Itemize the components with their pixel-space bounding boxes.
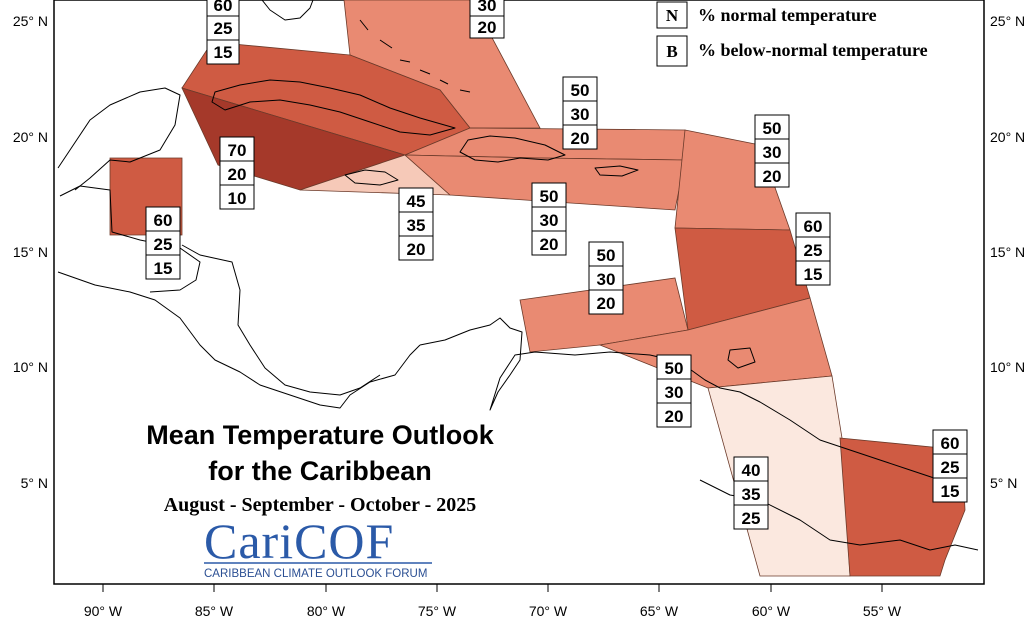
svg-text:25: 25 — [941, 458, 960, 477]
y-tick: 25° N — [990, 13, 1025, 29]
y-tick: 10° N — [990, 359, 1025, 375]
prob-box-jamaica: 45 35 20 — [398, 187, 434, 261]
svg-text:60: 60 — [941, 434, 960, 453]
prob-box-cuba: 70 20 10 — [219, 136, 255, 210]
x-tick: 90° W — [84, 603, 123, 619]
svg-text:20: 20 — [597, 294, 616, 313]
y-tick: 10° N — [13, 359, 48, 375]
svg-text:70: 70 — [228, 141, 247, 160]
x-tick: 70° W — [529, 603, 568, 619]
x-tick: 85° W — [195, 603, 234, 619]
y-tick: 15° N — [990, 244, 1025, 260]
svg-text:10: 10 — [228, 189, 247, 208]
prob-box-hispaniola: 50 30 20 — [562, 76, 598, 150]
x-tick: 60° W — [752, 603, 791, 619]
svg-text:35: 35 — [742, 485, 761, 504]
prob-box-suriname-guiana: 60 25 15 — [932, 429, 968, 503]
y-tick: 25° N — [13, 13, 48, 29]
prob-box-puerto-rico: 50 30 20 — [531, 182, 567, 256]
map-title-line2: for the Caribbean — [208, 456, 432, 486]
logo-wordmark: CariCOF — [204, 513, 394, 569]
svg-text:50: 50 — [597, 246, 616, 265]
logo-tagline: CARIBBEAN CLIMATE OUTLOOK FORUM — [204, 568, 427, 580]
legend-key: N — [666, 6, 679, 25]
legend: N % normal temperature B % below-normal … — [656, 1, 928, 67]
x-tick: 65° W — [640, 603, 679, 619]
legend-label: % normal temperature — [698, 5, 877, 25]
legend-key: B — [666, 42, 677, 61]
y-axis-right: 25° N 20° N 15° N 10° N 5° N — [990, 13, 1025, 491]
svg-text:15: 15 — [154, 259, 173, 278]
caricof-logo: CariCOF CARIBBEAN CLIMATE OUTLOOK FORUM — [204, 513, 432, 580]
svg-text:20: 20 — [665, 407, 684, 426]
y-tick: 20° N — [990, 129, 1025, 145]
svg-text:20: 20 — [228, 165, 247, 184]
svg-text:15: 15 — [941, 482, 960, 501]
svg-text:40: 40 — [742, 461, 761, 480]
coast-central-america-caribbean — [181, 244, 381, 396]
svg-text:20: 20 — [478, 18, 497, 37]
svg-text:30: 30 — [597, 270, 616, 289]
svg-text:60: 60 — [214, 0, 233, 15]
map-subtitle: August - September - October - 2025 — [164, 494, 477, 516]
coast-south-america-north — [419, 317, 963, 493]
svg-text:30: 30 — [478, 0, 497, 15]
x-tick: 55° W — [863, 603, 902, 619]
x-axis: 90° W 85° W 80° W 75° W 70° W 65° W 60° … — [84, 584, 902, 619]
svg-text:25: 25 — [154, 235, 173, 254]
coast-hispaniola — [459, 135, 566, 163]
coast-central-america-pacific — [57, 271, 421, 409]
svg-text:20: 20 — [540, 235, 559, 254]
svg-text:50: 50 — [763, 119, 782, 138]
svg-text:35: 35 — [407, 216, 426, 235]
prob-box-leeward-islands: 50 30 20 — [754, 114, 790, 188]
prob-box-bahamas-se: 30 20 — [469, 0, 505, 39]
y-tick: 20° N — [13, 129, 48, 145]
svg-text:25: 25 — [804, 241, 823, 260]
svg-text:15: 15 — [804, 265, 823, 284]
svg-text:50: 50 — [540, 187, 559, 206]
svg-text:30: 30 — [763, 143, 782, 162]
probability-boxes: 60 25 15 30 20 70 20 10 60 25 15 45 35 2… — [145, 0, 968, 530]
x-tick: 75° W — [418, 603, 457, 619]
coast-cuba — [211, 79, 456, 136]
prob-box-guyana: 40 35 25 — [733, 456, 769, 530]
prob-box-bahamas-nw: 60 25 15 — [206, 0, 240, 65]
svg-text:30: 30 — [571, 105, 590, 124]
svg-text:20: 20 — [407, 240, 426, 259]
coast-florida — [261, 0, 314, 21]
coast-bahamas-islands — [359, 19, 471, 93]
coast-trinidad — [727, 347, 756, 369]
svg-text:20: 20 — [763, 167, 782, 186]
y-tick: 15° N — [13, 244, 48, 260]
svg-text:15: 15 — [214, 43, 233, 62]
y-tick: 5° N — [990, 475, 1017, 491]
y-axis-left: 25° N 20° N 15° N 10° N 5° N — [13, 13, 48, 491]
y-tick: 5° N — [21, 475, 48, 491]
svg-text:25: 25 — [214, 19, 233, 38]
x-tick: 80° W — [307, 603, 346, 619]
svg-text:60: 60 — [804, 217, 823, 236]
prob-box-trinidad-tobago: 50 30 20 — [656, 354, 692, 428]
coast-yucatan — [57, 87, 181, 191]
prob-box-belize: 60 25 15 — [145, 206, 181, 280]
svg-text:20: 20 — [571, 129, 590, 148]
svg-text:25: 25 — [742, 509, 761, 528]
svg-text:50: 50 — [665, 359, 684, 378]
svg-text:50: 50 — [571, 81, 590, 100]
svg-text:30: 30 — [665, 383, 684, 402]
prob-box-abc-islands: 50 30 20 — [588, 241, 624, 315]
svg-text:60: 60 — [154, 211, 173, 230]
svg-text:30: 30 — [540, 211, 559, 230]
legend-item-normal: N % normal temperature — [656, 1, 877, 29]
prob-box-windward-islands: 60 25 15 — [795, 212, 831, 286]
legend-item-below: B % below-normal temperature — [656, 35, 928, 67]
legend-label: % below-normal temperature — [698, 40, 928, 60]
coast-puerto-rico — [594, 165, 639, 177]
outlook-zones — [109, 0, 966, 577]
coast-jamaica — [344, 169, 399, 186]
svg-text:45: 45 — [407, 192, 426, 211]
map-title-line1: Mean Temperature Outlook — [146, 420, 495, 450]
